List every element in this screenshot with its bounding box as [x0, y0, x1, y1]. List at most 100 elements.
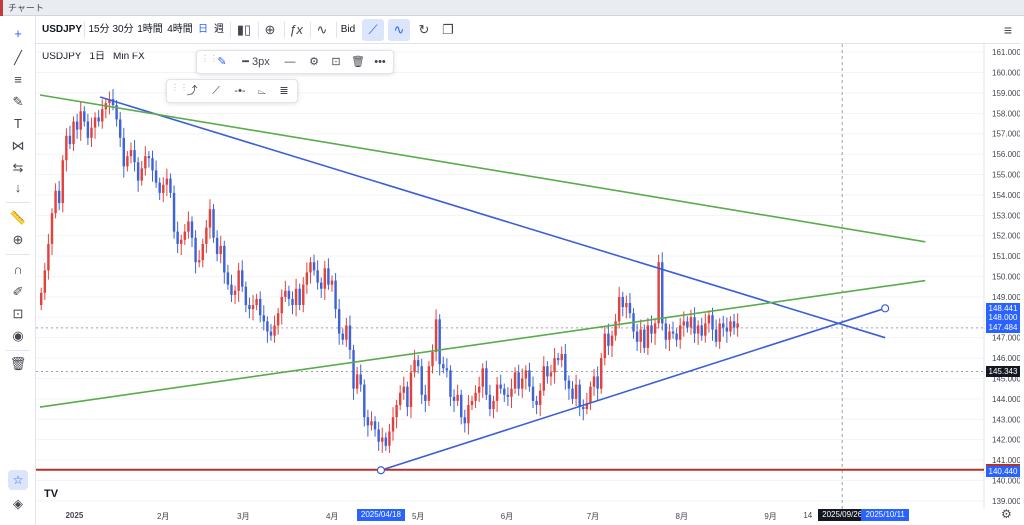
candle-body	[578, 384, 581, 408]
line-style-icon[interactable]: —	[284, 56, 296, 68]
candle-body	[327, 268, 330, 285]
candle-body	[151, 158, 154, 171]
candle-body	[560, 354, 563, 361]
candle-body	[711, 315, 714, 330]
candle-body	[574, 384, 578, 399]
interval-1h[interactable]: 1時間	[137, 24, 163, 35]
candle-body	[219, 245, 222, 255]
candle-body	[50, 213, 54, 244]
candle-body	[485, 368, 488, 395]
position-tool-icon[interactable]: ⇆	[12, 160, 24, 175]
pattern-tool-icon[interactable]: ⋈	[11, 138, 25, 153]
price-chart[interactable]: 139.000 140.000 141.000 142.000 143.000 144.0…	[36, 44, 1020, 509]
text-tool-icon[interactable]: T	[14, 116, 22, 131]
compare-add-icon[interactable]: ⊕	[264, 22, 276, 37]
candle-body	[413, 360, 416, 373]
trendline-tool-icon[interactable]: ⟋	[212, 85, 220, 97]
horizontal-ray-icon[interactable]: -•-	[234, 85, 246, 97]
interval-30m[interactable]: 30分	[112, 24, 134, 35]
star-icon[interactable]: ☆	[8, 470, 28, 490]
candle-body	[172, 192, 176, 232]
more-icon[interactable]: •••	[374, 56, 386, 68]
crosshair-icon[interactable]: +	[14, 26, 22, 41]
candle-body	[628, 303, 632, 314]
arrow-down-icon[interactable]: ↓	[14, 180, 22, 195]
candle-body	[237, 270, 240, 291]
candle-body	[370, 421, 373, 426]
eye-icon[interactable]: ◉	[12, 328, 24, 343]
lock-icon[interactable]: ⊡	[331, 56, 341, 68]
candle-body	[564, 354, 567, 381]
line-width-button[interactable]: ━ 3px	[239, 51, 273, 73]
candle-body	[187, 221, 190, 232]
interval-day[interactable]: 日	[198, 24, 208, 35]
lock-icon[interactable]: ⊡	[12, 306, 24, 321]
delete-icon[interactable]: 🗑	[351, 56, 365, 68]
green-trendline	[39, 279, 926, 408]
brush-tool-icon[interactable]: ✎	[12, 94, 24, 109]
candle-body	[183, 231, 187, 240]
candles-icon[interactable]: ▮▯	[236, 22, 252, 37]
trendline-tool-icon[interactable]: ╱	[14, 50, 22, 65]
fan-tool-icon[interactable]: ⌳	[257, 85, 267, 97]
candle-body	[118, 119, 122, 138]
symbol-selector[interactable]: USDJPY	[42, 24, 83, 35]
wave-icon[interactable]: ∿	[388, 19, 410, 41]
interval-15m[interactable]: 15分	[88, 24, 110, 35]
candle-body	[68, 135, 72, 144]
templates-icon[interactable]: ∿	[316, 22, 328, 37]
candle-body	[571, 388, 574, 399]
toolbar-divider	[258, 22, 259, 38]
interval-4h[interactable]: 4時間	[167, 24, 193, 35]
replay-icon[interactable]: ↻	[418, 22, 430, 37]
copy-layout-icon[interactable]: ❐	[442, 22, 454, 37]
candle-body	[682, 321, 686, 326]
interval-week[interactable]: 週	[214, 24, 224, 35]
pencil-color-icon[interactable]: ✎	[217, 56, 227, 68]
settings-gear-icon[interactable]: ⚙	[1001, 507, 1012, 521]
candle-body	[90, 127, 93, 138]
candle-body	[233, 290, 237, 295]
candle-body	[316, 270, 319, 283]
candle-body	[671, 331, 675, 334]
menu-icon[interactable]: ≡	[1003, 22, 1013, 38]
drag-handle-icon[interactable]: ⋮⋮	[171, 83, 189, 92]
ruler-icon[interactable]: 📏	[9, 210, 27, 225]
zoom-in-icon[interactable]: ⊕	[12, 232, 24, 247]
line-chart-icon[interactable]: ⟋	[362, 19, 384, 41]
candle-body	[610, 335, 614, 346]
candle-body	[635, 331, 639, 342]
candle-body	[582, 407, 585, 410]
magnet-icon[interactable]: ∩	[13, 262, 23, 277]
x-tick-label: 2月	[156, 512, 170, 521]
candle-body	[266, 321, 269, 332]
y-tick-label: 142.000	[992, 436, 1020, 445]
candle-body	[337, 309, 341, 334]
trash-icon[interactable]: 🗑	[9, 356, 27, 371]
settings-icon[interactable]: ⚙	[309, 56, 319, 68]
y-tick-label: 153.000	[992, 211, 1020, 220]
y-tick-label: 141.000	[992, 456, 1020, 465]
green-trendline	[39, 94, 926, 243]
layers-icon[interactable]: ◈	[13, 496, 23, 511]
drag-handle-icon[interactable]: ⋮⋮	[201, 54, 219, 63]
y-tick-label: 154.000	[992, 191, 1020, 200]
lock-drawings-icon[interactable]: ✐	[12, 284, 24, 299]
candle-body	[83, 111, 86, 122]
candle-body	[115, 105, 118, 120]
candle-body	[499, 384, 502, 389]
candle-body	[165, 178, 169, 185]
candle-body	[614, 321, 617, 336]
candle-body	[704, 323, 707, 336]
candle-body	[506, 394, 510, 397]
fib-tool-icon[interactable]: ≡	[14, 72, 22, 87]
candle-body	[481, 368, 484, 387]
candle-body	[363, 384, 366, 418]
toolbar-divider	[6, 254, 30, 255]
indicators-icon[interactable]: ƒx	[289, 22, 303, 37]
bid-toggle[interactable]: Bid	[340, 24, 356, 35]
parallel-channel-icon[interactable]: ≣	[279, 85, 289, 97]
y-tick-label: 159.000	[992, 89, 1020, 98]
brush-tool-icon[interactable]: ⤴	[186, 85, 198, 97]
candle-body	[248, 305, 251, 310]
